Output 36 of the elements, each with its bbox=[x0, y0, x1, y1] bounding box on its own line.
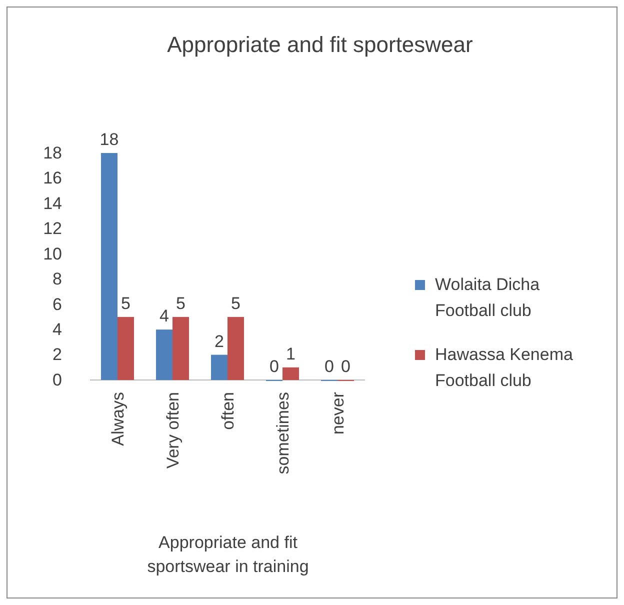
data-label: 1 bbox=[286, 344, 296, 364]
bar bbox=[156, 330, 172, 380]
data-label: 5 bbox=[121, 294, 130, 313]
data-label: 5 bbox=[231, 294, 240, 313]
legend-label: Wolaita Dicha Football club bbox=[435, 275, 540, 320]
y-tick-label: 14 bbox=[43, 194, 62, 213]
data-label: 4 bbox=[160, 306, 169, 326]
x-tick-label: never bbox=[328, 392, 348, 435]
x-tick-label: often bbox=[218, 392, 238, 430]
y-tick-label: 8 bbox=[52, 270, 62, 289]
y-tick-label: 16 bbox=[43, 168, 62, 188]
data-label: 0 bbox=[324, 357, 334, 376]
data-label: 5 bbox=[176, 294, 186, 313]
bar bbox=[172, 316, 189, 380]
y-tick-label: 12 bbox=[43, 219, 62, 238]
y-tick-label: 4 bbox=[52, 320, 62, 339]
y-tick-label: 2 bbox=[52, 345, 62, 364]
data-label: 0 bbox=[341, 357, 350, 376]
y-tick-label: 0 bbox=[52, 370, 62, 390]
legend-label: Hawassa Kenema Football club bbox=[435, 345, 574, 390]
bar bbox=[228, 316, 244, 380]
x-tick-label: Always bbox=[108, 392, 128, 446]
y-tick-label: 6 bbox=[52, 294, 62, 314]
bar bbox=[118, 316, 134, 380]
y-tick-label: 18 bbox=[43, 143, 62, 162]
data-label: 2 bbox=[214, 332, 224, 351]
bar bbox=[101, 153, 118, 380]
bar bbox=[282, 367, 299, 380]
data-label: 0 bbox=[270, 357, 279, 376]
data-label: 18 bbox=[100, 130, 119, 149]
chart-title: Appropriate and fit sporteswear bbox=[167, 32, 473, 57]
x-tick-label: sometimes bbox=[274, 392, 292, 474]
x-tick-label: Very often bbox=[164, 392, 182, 469]
x-axis-title: Appropriate and fit sportswear in training bbox=[147, 533, 309, 576]
bar bbox=[211, 354, 228, 380]
y-tick-label: 10 bbox=[43, 244, 62, 264]
